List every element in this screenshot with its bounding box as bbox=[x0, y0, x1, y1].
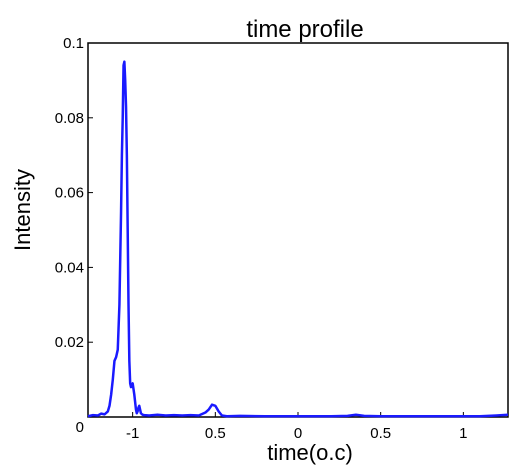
y-tick-label: 0.04 bbox=[55, 259, 84, 276]
y-axis-label: Intensity bbox=[10, 169, 35, 251]
y-tick-label: 0.02 bbox=[55, 334, 84, 351]
x-axis-label: time(o.c) bbox=[267, 440, 353, 465]
y-axis-ticks: 0 0.02 0.04 0.06 0.08 0.1 bbox=[55, 35, 93, 436]
series-line bbox=[87, 60, 509, 418]
y-tick-label: 0 bbox=[76, 419, 84, 436]
x-tick-label: 1 bbox=[459, 425, 467, 442]
y-tick-label: 0.08 bbox=[55, 110, 84, 127]
plot-frame bbox=[87, 42, 509, 418]
x-tick-label: -1 bbox=[126, 425, 139, 442]
y-tick-label: 0.06 bbox=[55, 185, 84, 202]
x-tick-label: 0 bbox=[294, 425, 302, 442]
x-tick-label: 0.5 bbox=[370, 425, 391, 442]
plot-area: 0 0.02 0.04 0.06 0.08 0.1 -1 0.5 0 0.5 1 bbox=[55, 35, 509, 442]
chart-title: time profile bbox=[246, 16, 363, 43]
x-tick-label: 0.5 bbox=[205, 425, 226, 442]
x-axis-ticks: -1 0.5 0 0.5 1 bbox=[126, 412, 468, 442]
y-tick-label: 0.1 bbox=[63, 35, 84, 52]
